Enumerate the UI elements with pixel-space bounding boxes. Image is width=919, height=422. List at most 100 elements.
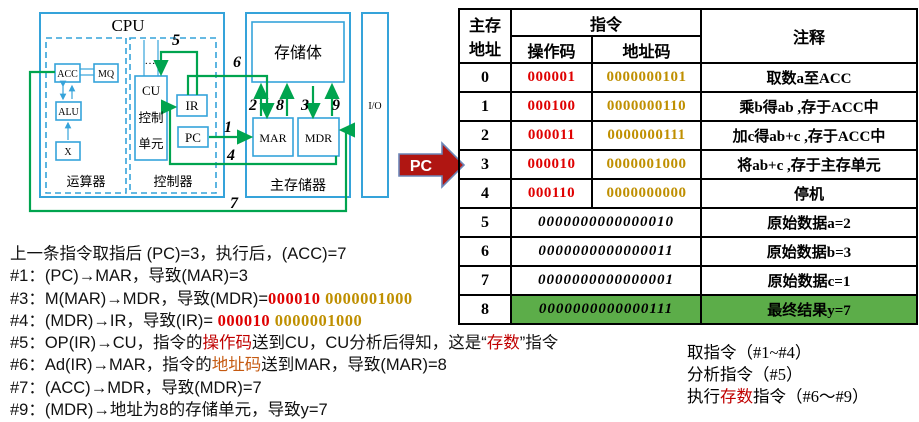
text-segment: MDR，导致(MDR)= (122, 289, 269, 308)
addr-cell: 5 (458, 207, 512, 238)
note-line-7: #7：(ACC)→MDR，导致(MDR)=7 (10, 377, 558, 399)
io-box (361, 12, 389, 198)
note-line-3: #3：M(MAR)→MDR，导致(MDR)=000010 0000001000 (10, 288, 558, 310)
opcode-cell: 000010 (510, 149, 593, 180)
text-segment: #6：Ad(IR) (10, 356, 93, 375)
header-address-line2: 地址 (468, 42, 501, 59)
text-segment: → (96, 334, 113, 353)
header-comment: 注释 (700, 8, 918, 64)
x-register (55, 141, 81, 161)
text-segment: MDR，导致(MDR)=7 (107, 378, 262, 397)
text-segment: 执行 (687, 387, 720, 406)
execution-notes: 上一条指令取指后 (PC)=3，执行后，(ACC)=7 #1：(PC)→MAR，… (10, 243, 558, 421)
memory-bank-box (251, 21, 345, 83)
text-segment: #5：OP(IR) (10, 334, 97, 353)
text-segment: IR，导致(IR)= (109, 311, 218, 330)
comment-cell: 取数a至ACC (700, 62, 918, 93)
arrow-label-4: 4 (226, 147, 235, 164)
datapath-section-box (45, 37, 127, 194)
arrow-label-3: 3 (300, 97, 309, 114)
addr-cell: 7 (458, 265, 512, 296)
addr-cell: 2 (458, 120, 512, 151)
arrow-6-ir-to-mar (186, 74, 275, 120)
text-segment: 操作码 (202, 334, 253, 353)
text-segment: 送到CU，CU分析后得知，这是“ (252, 334, 487, 353)
text-segment: → (93, 311, 110, 330)
text-segment: → (78, 267, 96, 286)
table-row: 6 0000000000000011 原始数据b=3 (458, 236, 918, 267)
header-addrcode: 地址码 (591, 35, 702, 64)
comment-cell: 原始数据a=2 (700, 207, 918, 238)
text-segment: MAR，指令的 (109, 356, 212, 375)
mq-register (93, 63, 119, 83)
opcode-cell: 000100 (510, 91, 593, 122)
text-segment: 分析指令（#5） (687, 365, 803, 384)
header-opcode: 操作码 (510, 35, 593, 64)
text-segment: MAR，导致(MAR)=3 (95, 267, 248, 286)
table-header-row: 主存 地址 指令 注释 (458, 8, 918, 64)
arrow-label-9: 9 (332, 97, 340, 114)
addr-cell: 1 (458, 91, 512, 122)
text-segment: 指令（#6～#9） (753, 387, 869, 406)
pc-pointer-shape (398, 141, 466, 189)
text-segment: #3：M(MAR) (10, 289, 107, 308)
comment-cell: 停机 (700, 178, 918, 209)
memory-bank-label: 存储体 (274, 44, 322, 62)
opcode-cell: 000011 (510, 120, 593, 151)
comment-cell: 原始数据c=1 (700, 265, 918, 296)
data-cell: 0000000000000011 (510, 236, 702, 267)
cu-label-line2: 控制 (138, 111, 163, 125)
acc-label: ACC (57, 69, 78, 80)
datapath-section-label: 运算器 (66, 174, 105, 189)
text-segment: ”指令 (519, 334, 559, 353)
table-row: 1 000100 0000000110 乘b得ab ,存于ACC中 (458, 91, 918, 122)
table-row: 4 000110 0000000000 停机 (458, 178, 918, 209)
note-line-5: #5：OP(IR)→CU，指令的操作码送到CU，CU分析后得知，这是“存数”指令 (10, 332, 558, 354)
control-section-label: 控制器 (153, 174, 192, 189)
summary-line-execute: 执行存数指令（#6～#9） (687, 386, 869, 408)
memory-table: 主存 地址 指令 注释 操作码 地址码 0 000001 0000000101 … (458, 8, 918, 325)
addr-cell: 3 (458, 149, 512, 180)
arrow-7-acc-to-mdr (28, 70, 356, 213)
text-segment: 000010 (217, 310, 271, 330)
table-row: 5 0000000000000010 原始数据a=2 (458, 207, 918, 238)
alu-box (55, 101, 82, 121)
addrcode-cell: 0000001000 (591, 149, 702, 180)
cu-label-line1: CU (142, 83, 161, 98)
text-segment: 上一条指令取指后 (PC)=3，执行后，(ACC)=7 (10, 245, 347, 263)
addrcode-cell: 0000000110 (591, 91, 702, 122)
comment-cell: 原始数据b=3 (700, 236, 918, 267)
text-segment: #7：(ACC) (10, 378, 91, 397)
arrow-label-5: 5 (172, 32, 180, 49)
addrcode-cell: 0000000101 (591, 62, 702, 93)
addr-cell: 8 (458, 294, 512, 325)
addrcode-cell: 0000000111 (591, 120, 702, 151)
table-row: 0 000001 0000000101 取数a至ACC (458, 62, 918, 93)
ir-label: IR (186, 98, 199, 113)
comment-cell: 乘b得ab ,存于ACC中 (700, 91, 918, 122)
addrcode-cell: 0000000000 (591, 178, 702, 209)
text-segment: 000010 (268, 288, 321, 308)
ellipsis: … (145, 55, 156, 67)
text-segment: 0000001000 (270, 310, 363, 330)
mdr-label: MDR (305, 131, 332, 145)
text-segment: 地址码 (211, 356, 262, 375)
text-segment: 存数 (486, 334, 520, 353)
text-segment: → (93, 401, 110, 420)
cpu-diagram: … 1 2 3 4 5 6 7 8 9 CPU 存储体 ACC MQ ALU X… (28, 12, 389, 213)
data-cell: 0000000000000010 (510, 207, 702, 238)
pc-pointer-label: PC (410, 158, 433, 175)
addr-cell: 6 (458, 236, 512, 267)
arrow-4-mdr-to-ir (160, 99, 338, 166)
data-cell: 0000000000000001 (510, 265, 702, 296)
text-segment: → (90, 378, 108, 397)
pc-register (177, 126, 209, 148)
cu-box (134, 75, 168, 161)
main-memory-label: 主存储器 (270, 178, 326, 194)
text-segment: → (106, 289, 123, 308)
arrow-label-1: 1 (224, 119, 232, 136)
io-label: I/O (368, 101, 381, 112)
phase-summary: 取指令（#1~#4） 分析指令（#5） 执行存数指令（#6～#9） (687, 342, 869, 408)
pc-pointer-arrow: PC (398, 141, 466, 189)
summary-line-decode: 分析指令（#5） (687, 364, 869, 386)
